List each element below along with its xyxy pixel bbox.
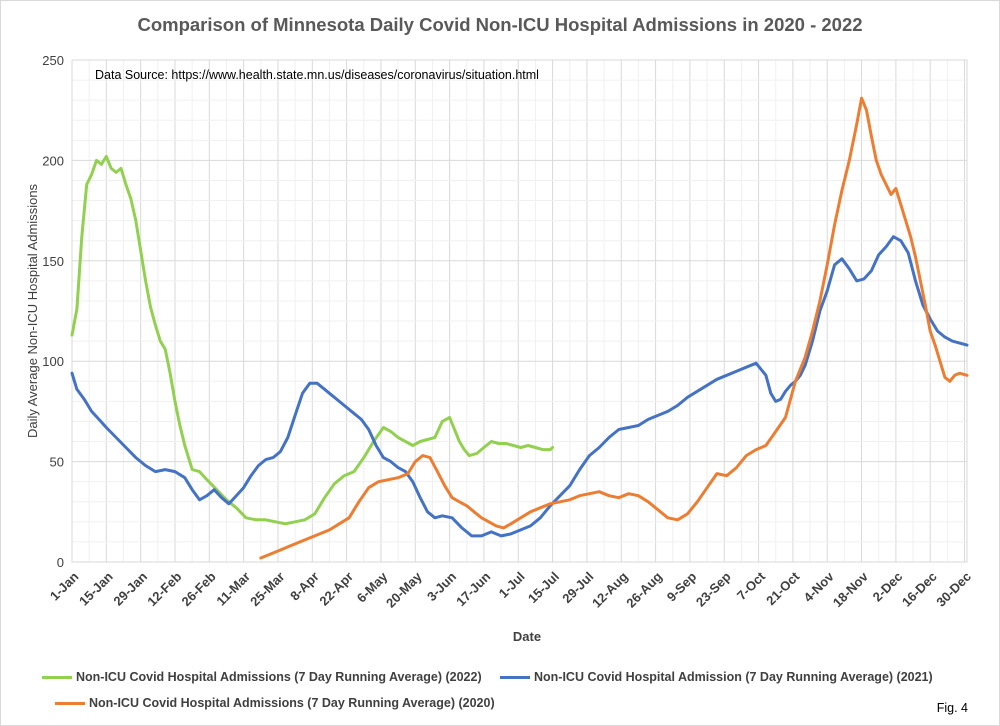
- series-line-2020: [259, 96, 969, 560]
- series-layer: [70, 96, 969, 560]
- y-tick-label: 100: [42, 354, 64, 369]
- data-source-annotation: Data Source: https://www.health.state.mn…: [95, 68, 539, 82]
- x-tick-label: 25-Mar: [247, 569, 287, 609]
- plot-area: [71, 59, 968, 563]
- x-tick-label: 15-Jul: [525, 569, 562, 606]
- x-tick-label: 1-Jul: [496, 569, 528, 601]
- x-tick-label: 17-Jun: [453, 569, 493, 609]
- x-tick-label: 16-Dec: [899, 569, 940, 610]
- y-axis: 0 50 100 150 200 250: [42, 53, 64, 570]
- legend-swatch-2021: [500, 675, 530, 679]
- x-tick-label: 15-Jan: [76, 569, 116, 609]
- legend-swatch-2020: [55, 701, 85, 705]
- x-tick-label: 29-Jan: [110, 569, 150, 609]
- legend-item-2022: Non-ICU Covid Hospital Admissions (7 Day…: [42, 668, 482, 686]
- series-line-2022: [70, 154, 555, 526]
- x-tick-label: 12-Feb: [144, 569, 184, 609]
- x-tick-label: 22-Apr: [316, 569, 356, 609]
- x-axis: 1-Jan15-Jan29-Jan12-Feb26-Feb11-Mar25-Ma…: [47, 568, 974, 610]
- x-tick-label: 30-Dec: [933, 569, 974, 610]
- x-tick-label: 23-Sep: [693, 569, 734, 610]
- y-tick-label: 150: [42, 254, 64, 269]
- legend-item-2020: Non-ICU Covid Hospital Admissions (7 Day…: [55, 694, 495, 712]
- y-axis-title: Daily Average Non-ICU Hospital Admission…: [25, 183, 40, 438]
- legend-label-2020: Non-ICU Covid Hospital Admissions (7 Day…: [89, 696, 495, 710]
- x-tick-label: 11-Mar: [213, 569, 253, 609]
- x-tick-label: 26-Feb: [179, 569, 219, 609]
- x-tick-label: 12-Aug: [589, 569, 631, 611]
- series-line-2021: [70, 235, 969, 538]
- y-tick-label: 50: [50, 455, 64, 470]
- legend-label-2022: Non-ICU Covid Hospital Admissions (7 Day…: [76, 670, 482, 684]
- legend-label-2021: Non-ICU Covid Hospital Admission (7 Day …: [534, 670, 933, 684]
- y-tick-label: 0: [57, 555, 64, 570]
- figure-label: Fig. 4: [936, 701, 968, 715]
- x-tick-label: 26-Aug: [623, 569, 665, 611]
- chart-title: Comparison of Minnesota Daily Covid Non-…: [137, 14, 863, 35]
- x-axis-title: Date: [513, 629, 541, 644]
- legend-swatch-2022: [42, 675, 72, 679]
- y-tick-label: 200: [42, 153, 64, 168]
- grid-layer: [71, 59, 967, 563]
- x-tick-label: 21-Oct: [763, 568, 803, 608]
- x-tick-label: 18-Nov: [830, 568, 872, 610]
- legend-item-2021: Non-ICU Covid Hospital Admission (7 Day …: [500, 668, 933, 686]
- x-tick-label: 20-May: [383, 568, 425, 610]
- y-tick-label: 250: [42, 53, 64, 68]
